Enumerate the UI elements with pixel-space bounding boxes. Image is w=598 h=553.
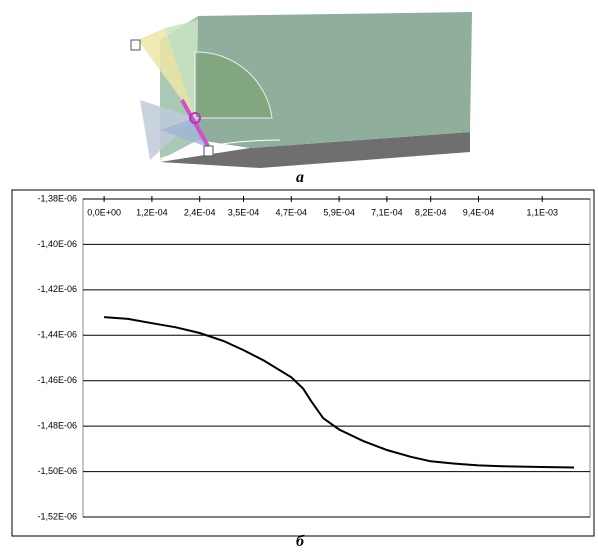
- x-tick-label: 5,9E-04: [323, 207, 355, 217]
- y-tick-label: -1,40E-06: [37, 239, 77, 249]
- plot: -1,38E-06 -1,40E-06 -1,42E-06 -1,44E-06 -1,4…: [37, 193, 590, 521]
- panel-label: a: [296, 169, 304, 186]
- panel-a-render: [131, 12, 472, 168]
- y-tick-label: -1,46E-06: [37, 375, 77, 385]
- y-tick-label: -1,42E-06: [37, 284, 77, 294]
- figure: a -1,38E-06-1,40E-06-1,42E-06-1,44E-06-1…: [0, 0, 598, 553]
- plot-area: [83, 199, 590, 517]
- x-tick-label: 2,4E-04: [184, 207, 216, 217]
- x-tick-label: 3,5E-04: [228, 207, 260, 217]
- y-tick-label: -1,38E-06: [37, 193, 77, 203]
- data-line: [104, 317, 574, 467]
- x-tick-label: 1,2E-04: [136, 207, 168, 217]
- x-tick-label: 7,1E-04: [371, 207, 403, 217]
- panel-label: б: [296, 533, 305, 550]
- x-tick-label: 1,1E-03: [526, 207, 558, 217]
- x-tick-label: 8,2E-04: [415, 207, 447, 217]
- y-tick-label: -1,48E-06: [37, 421, 77, 431]
- x-tick-label: 9,4E-04: [463, 207, 495, 217]
- y-tick-label: -1,50E-06: [37, 466, 77, 476]
- chart-frame: [12, 190, 594, 536]
- y-tick-label: -1,52E-06: [37, 511, 77, 521]
- x-tick-label: 4,7E-04: [276, 207, 308, 217]
- y-tick-label: -1,44E-06: [37, 330, 77, 340]
- x-tick-label: 0,0E+00: [87, 207, 121, 217]
